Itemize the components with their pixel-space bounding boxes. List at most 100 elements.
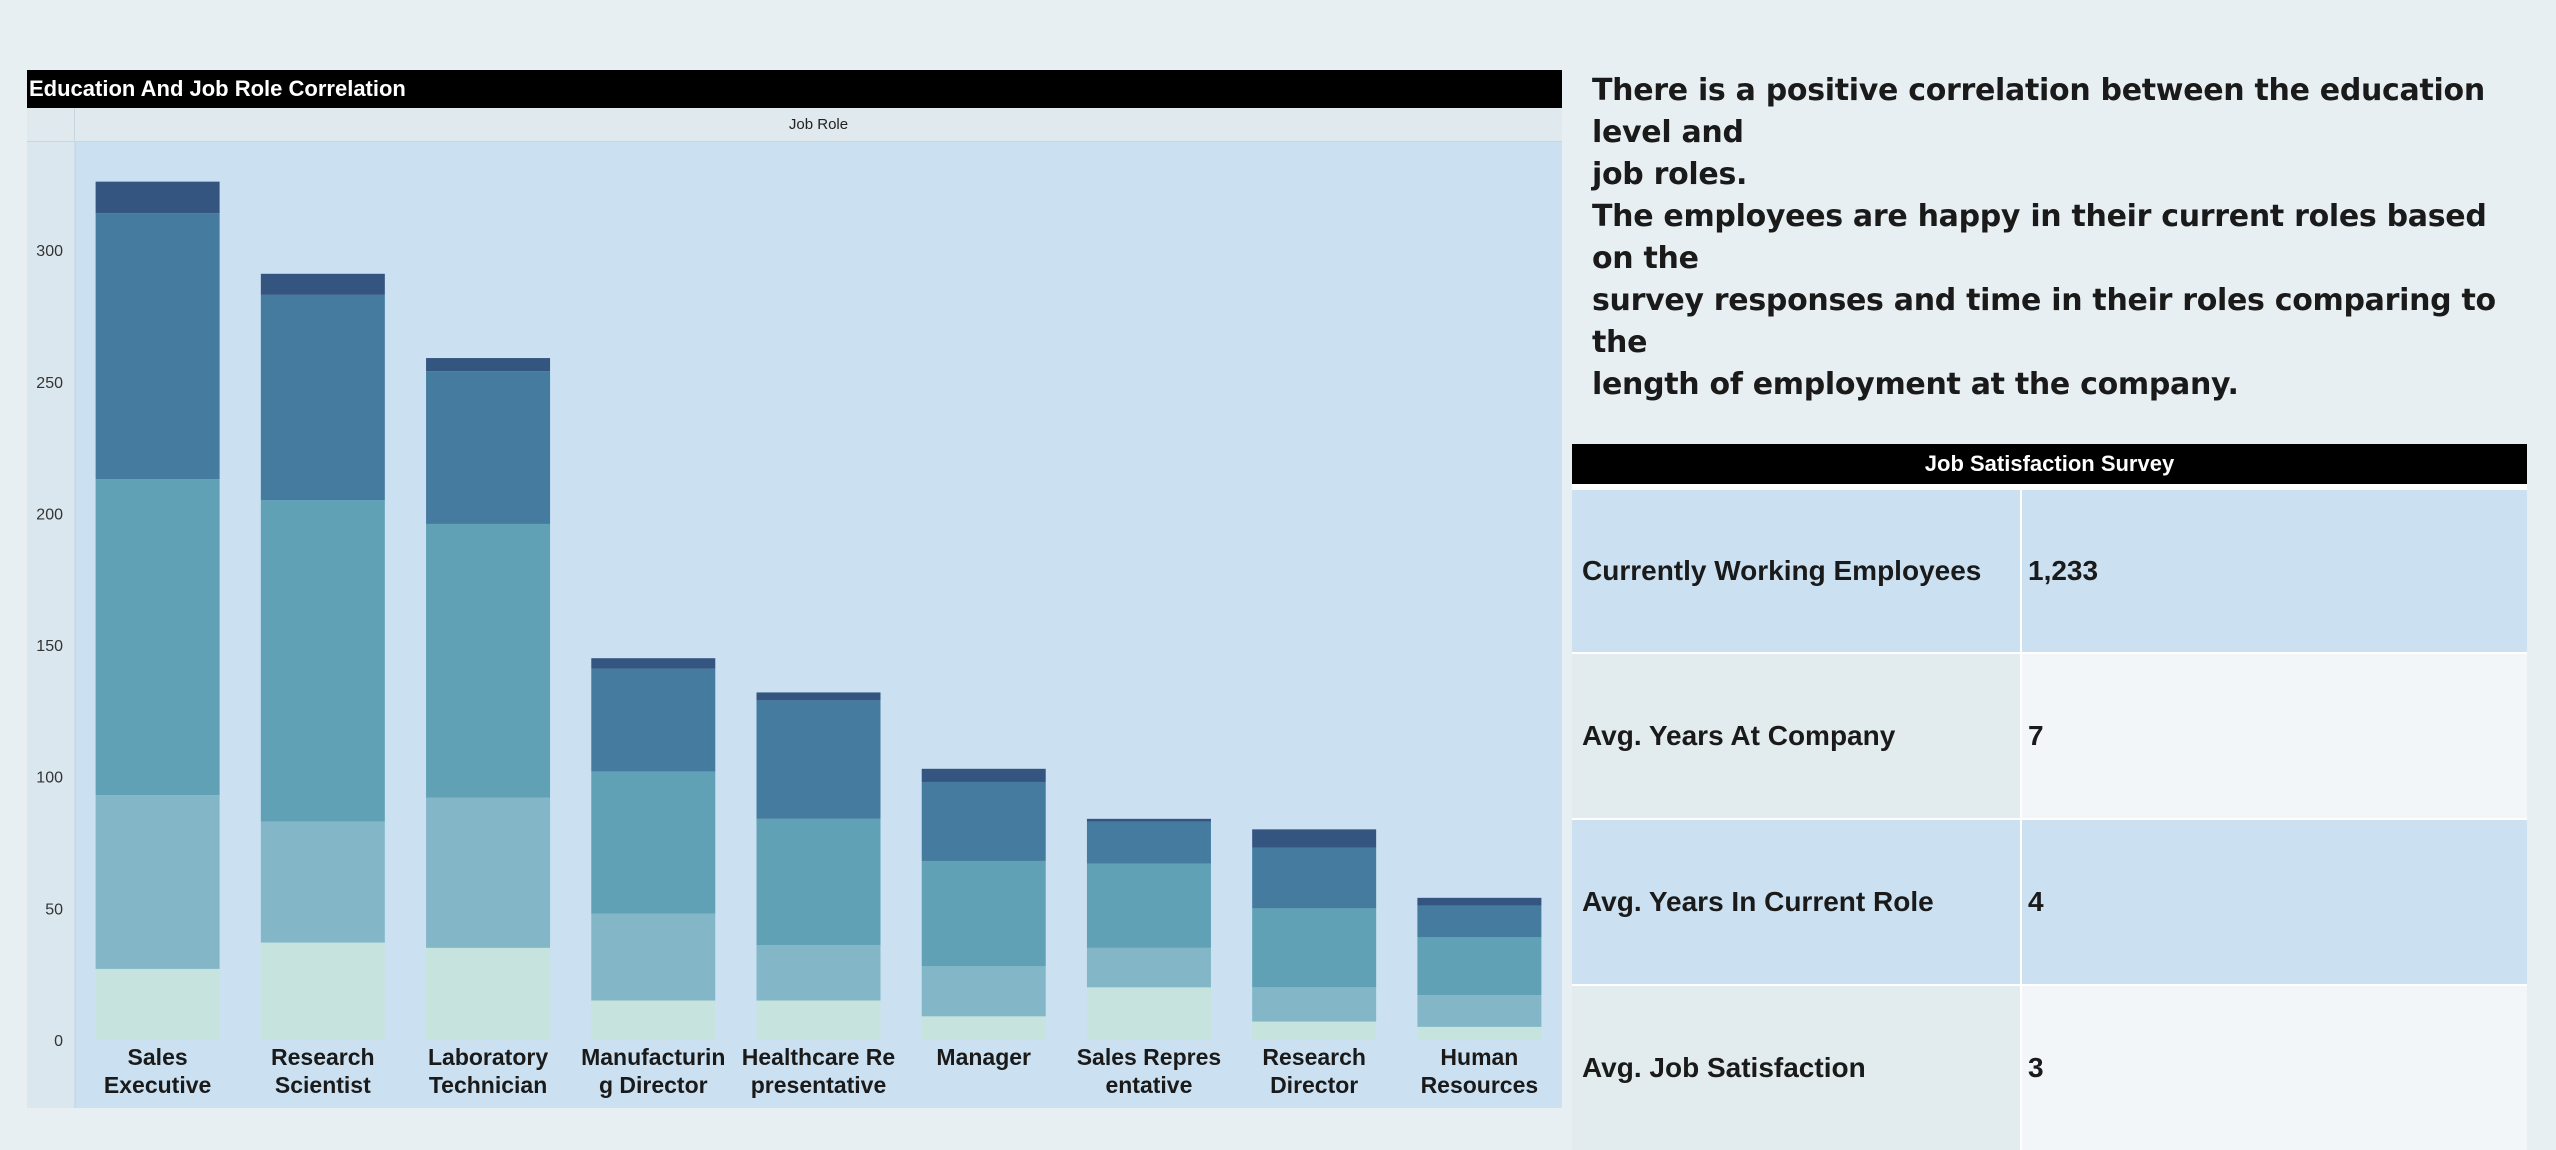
x-tick-label: Human [1440, 1044, 1518, 1070]
bar-segment[interactable] [921, 781, 1046, 861]
bar-segment[interactable] [921, 966, 1046, 1017]
bar-segment[interactable] [591, 658, 716, 669]
y-tick-label: 150 [36, 638, 63, 655]
bars-group [95, 181, 1542, 1040]
bar-segment[interactable] [426, 523, 551, 798]
chart-title: Education And Job Role Correlation [27, 70, 1562, 108]
bar-segment[interactable] [756, 692, 881, 701]
x-tick-label: Manufacturin [581, 1044, 725, 1070]
x-tick-label: Laboratory [428, 1044, 548, 1070]
bar-segment[interactable] [756, 700, 881, 819]
x-tick-label: Healthcare Re [742, 1044, 895, 1070]
bar-segment[interactable] [260, 273, 385, 295]
survey-label: Currently Working Employees [1572, 490, 2022, 652]
x-tick-label: Manager [936, 1044, 1031, 1070]
survey-label: Avg. Job Satisfaction [1572, 986, 2022, 1150]
bar-segment[interactable] [1417, 937, 1542, 996]
x-tick-label: Director [1270, 1072, 1358, 1098]
survey-row: Avg. Years In Current Role 4 [1572, 818, 2527, 984]
bar-segment[interactable] [95, 181, 220, 214]
bar-segment[interactable] [1086, 947, 1211, 988]
survey-value: 1,233 [2022, 490, 2527, 652]
bar-segment[interactable] [1086, 821, 1211, 864]
bar-segment[interactable] [426, 797, 551, 948]
bar-segment[interactable] [591, 913, 716, 1001]
axis-header: Job Role [27, 108, 1562, 142]
survey-label: Avg. Years At Company [1572, 654, 2022, 818]
survey-row: Avg. Years At Company 7 [1572, 652, 2527, 818]
x-axis-title: Job Role [788, 116, 849, 133]
bar-segment[interactable] [260, 942, 385, 1040]
bar-segment[interactable] [1252, 908, 1377, 988]
bar-segment[interactable] [591, 771, 716, 914]
bar-segment[interactable] [1417, 905, 1542, 938]
x-tick-label: Sales Repres [1077, 1044, 1221, 1070]
y-tick-label: 250 [36, 375, 63, 392]
x-tick-label: Technician [429, 1072, 547, 1098]
x-tick-label: Research [271, 1044, 375, 1070]
survey-row: Currently Working Employees 1,233 [1572, 484, 2527, 652]
bar-segment[interactable] [95, 479, 220, 796]
bar-segment[interactable] [756, 818, 881, 946]
insight-line: survey responses and time in their roles… [1592, 283, 2496, 360]
x-tick-label: Resources [1421, 1072, 1539, 1098]
bar-segment[interactable] [1252, 1021, 1377, 1040]
bar-segment[interactable] [756, 1000, 881, 1040]
bar-segment[interactable] [426, 947, 551, 1040]
bar-segment[interactable] [426, 371, 551, 524]
x-labels-group: SalesExecutiveResearchScientistLaborator… [104, 1044, 1538, 1098]
insight-line: There is a positive correlation between … [1592, 73, 2485, 150]
chart-panel: Education And Job Role Correlation Job R… [27, 70, 1562, 1108]
y-axis-area [27, 142, 75, 1108]
bar-segment[interactable] [756, 945, 881, 1001]
bar-segment[interactable] [95, 795, 220, 969]
bar-segment[interactable] [95, 968, 220, 1040]
bar-segment[interactable] [1252, 829, 1377, 848]
job-satisfaction-survey-table: Job Satisfaction Survey Currently Workin… [1572, 444, 2527, 1150]
bar-segment[interactable] [1086, 863, 1211, 948]
y-tick-label: 100 [36, 770, 63, 787]
bar-segment[interactable] [95, 213, 220, 480]
category-axis-area [75, 1042, 1562, 1108]
x-tick-label: g Director [599, 1072, 708, 1098]
bar-segment[interactable] [1417, 995, 1542, 1027]
survey-value: 7 [2022, 654, 2527, 818]
x-tick-label: entative [1105, 1072, 1192, 1098]
survey-row: Avg. Job Satisfaction 3 [1572, 984, 2527, 1150]
x-tick-label: Scientist [275, 1072, 371, 1098]
bar-segment[interactable] [1252, 847, 1377, 909]
bar-segment[interactable] [260, 294, 385, 501]
insight-line: job roles. [1592, 157, 1748, 192]
insight-line: length of employment at the company. [1592, 367, 2239, 402]
survey-value: 3 [2022, 986, 2527, 1150]
bar-segment[interactable] [1417, 897, 1542, 906]
bar-segment[interactable] [591, 1000, 716, 1040]
y-ticks-group: 0 50 100 150 200 250 300 [36, 243, 63, 1050]
bar-segment[interactable] [591, 668, 716, 772]
bar-segment[interactable] [1252, 987, 1377, 1022]
y-tick-label: 200 [36, 506, 63, 523]
bar-segment[interactable] [426, 358, 551, 372]
bar-segment[interactable] [260, 821, 385, 943]
survey-label: Avg. Years In Current Role [1572, 820, 2022, 984]
bar-segment[interactable] [1417, 1026, 1542, 1040]
bar-segment[interactable] [921, 768, 1046, 782]
bar-segment[interactable] [1086, 818, 1211, 822]
insight-text: There is a positive correlation between … [1592, 70, 2532, 406]
survey-title: Job Satisfaction Survey [1572, 444, 2527, 484]
axis-header-corner [27, 108, 75, 142]
y-tick-label: 0 [54, 1033, 63, 1050]
bar-segment[interactable] [1086, 987, 1211, 1040]
x-tick-label: presentative [751, 1072, 887, 1098]
bar-segment[interactable] [921, 1016, 1046, 1040]
survey-value: 4 [2022, 820, 2527, 984]
insight-line: The employees are happy in their current… [1592, 199, 2487, 276]
y-tick-label: 50 [45, 901, 63, 918]
x-tick-label: Executive [104, 1072, 211, 1098]
y-tick-label: 300 [36, 243, 63, 260]
bar-segment[interactable] [260, 500, 385, 822]
x-tick-label: Research [1262, 1044, 1366, 1070]
x-tick-label: Sales [128, 1044, 188, 1070]
bar-segment[interactable] [921, 860, 1046, 967]
